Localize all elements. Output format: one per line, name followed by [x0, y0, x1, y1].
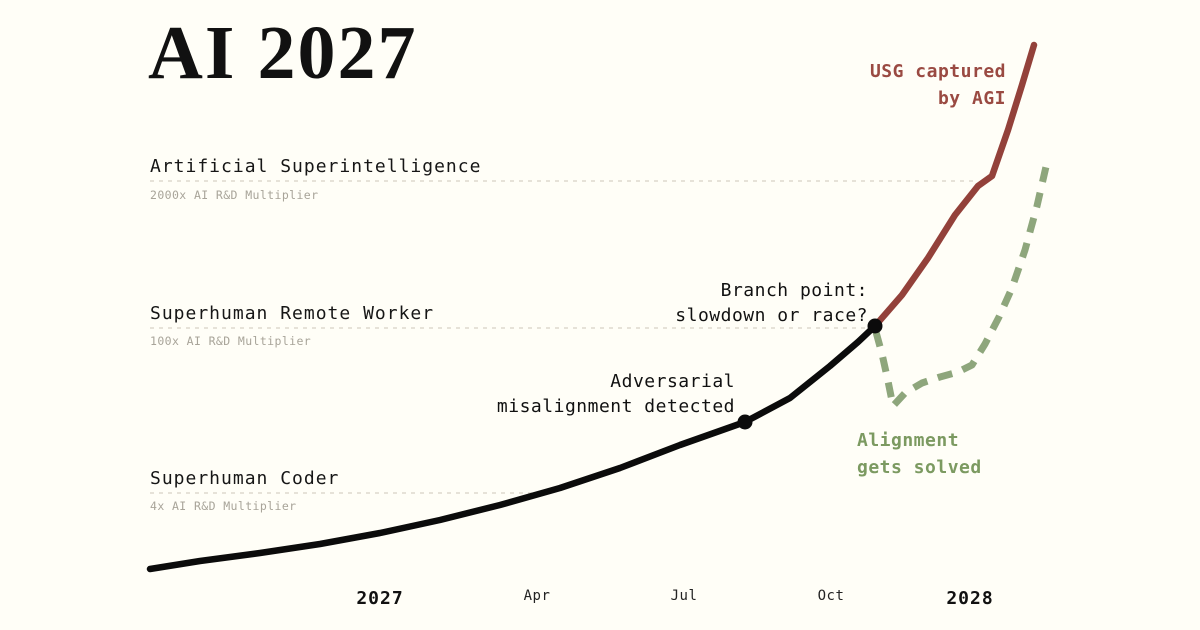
branch-dot — [867, 318, 883, 334]
race-branch-line — [871, 41, 1038, 330]
milestone-label-remote-worker: Superhuman Remote Worker — [150, 303, 435, 324]
race-outcome-annotation: USG captured by AGI — [870, 58, 1006, 112]
alignment-outcome-line1: Alignment — [857, 430, 960, 451]
misalignment-annotation: Adversarial misalignment detected — [497, 369, 735, 419]
branch-point-line2: slowdown or race? — [675, 305, 868, 326]
alignment-outcome-annotation: Alignment gets solved — [857, 427, 982, 481]
race-outcome-line1: USG captured — [869, 61, 1006, 82]
alignment-branch-line — [872, 157, 1052, 410]
branch-point-annotation: Branch point: slowdown or race? — [675, 278, 868, 328]
alignment-outcome-line2: gets solved — [857, 457, 982, 478]
misalignment-line1: Adversarial — [610, 371, 735, 392]
misalignment-dot — [737, 414, 753, 430]
milestone-sublabel-remote-worker: 100x AI R&D Multiplier — [150, 334, 312, 348]
milestone-label-superintelligence: Artificial Superintelligence — [150, 156, 482, 177]
race-outcome-line2: by AGI — [937, 88, 1006, 109]
capability-curve-line — [146, 322, 879, 573]
branch-point-line1: Branch point: — [720, 280, 868, 301]
page-title: AI 2027 — [148, 11, 418, 95]
misalignment-line2: misalignment detected — [496, 396, 735, 417]
milestone-label-coder: Superhuman Coder — [150, 468, 340, 489]
milestone-sublabel-superintelligence: 2000x AI R&D Multiplier — [150, 188, 319, 202]
milestone-sublabel-coder: 4x AI R&D Multiplier — [150, 499, 297, 513]
